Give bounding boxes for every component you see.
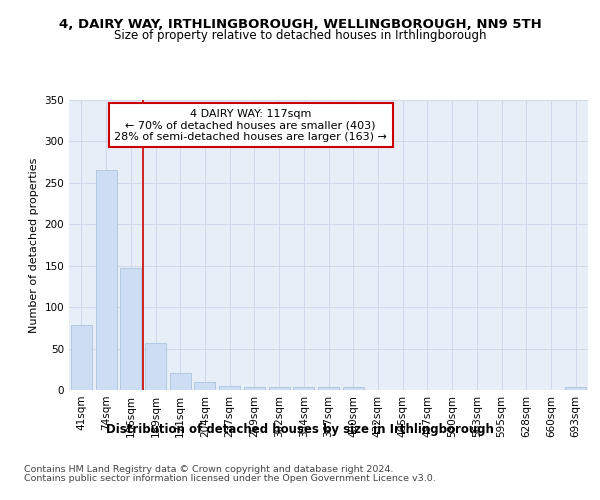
Bar xyxy=(95,170,116,390)
Text: 4 DAIRY WAY: 117sqm
← 70% of detached houses are smaller (403)
28% of semi-detac: 4 DAIRY WAY: 117sqm ← 70% of detached ho… xyxy=(114,108,387,142)
Bar xyxy=(269,386,290,390)
Bar xyxy=(318,386,339,390)
Text: Distribution of detached houses by size in Irthlingborough: Distribution of detached houses by size … xyxy=(106,422,494,436)
Text: Size of property relative to detached houses in Irthlingborough: Size of property relative to detached ho… xyxy=(114,29,486,42)
Text: Contains HM Land Registry data © Crown copyright and database right 2024.: Contains HM Land Registry data © Crown c… xyxy=(24,465,394,474)
Bar xyxy=(120,268,141,390)
Bar xyxy=(194,382,215,390)
Bar xyxy=(565,386,586,390)
Y-axis label: Number of detached properties: Number of detached properties xyxy=(29,158,39,332)
Bar xyxy=(170,374,191,390)
Bar xyxy=(244,386,265,390)
Bar xyxy=(219,386,240,390)
Bar xyxy=(343,386,364,390)
Text: 4, DAIRY WAY, IRTHLINGBOROUGH, WELLINGBOROUGH, NN9 5TH: 4, DAIRY WAY, IRTHLINGBOROUGH, WELLINGBO… xyxy=(59,18,541,30)
Bar xyxy=(145,343,166,390)
Text: Contains public sector information licensed under the Open Government Licence v3: Contains public sector information licen… xyxy=(24,474,436,483)
Bar xyxy=(71,326,92,390)
Bar xyxy=(293,386,314,390)
